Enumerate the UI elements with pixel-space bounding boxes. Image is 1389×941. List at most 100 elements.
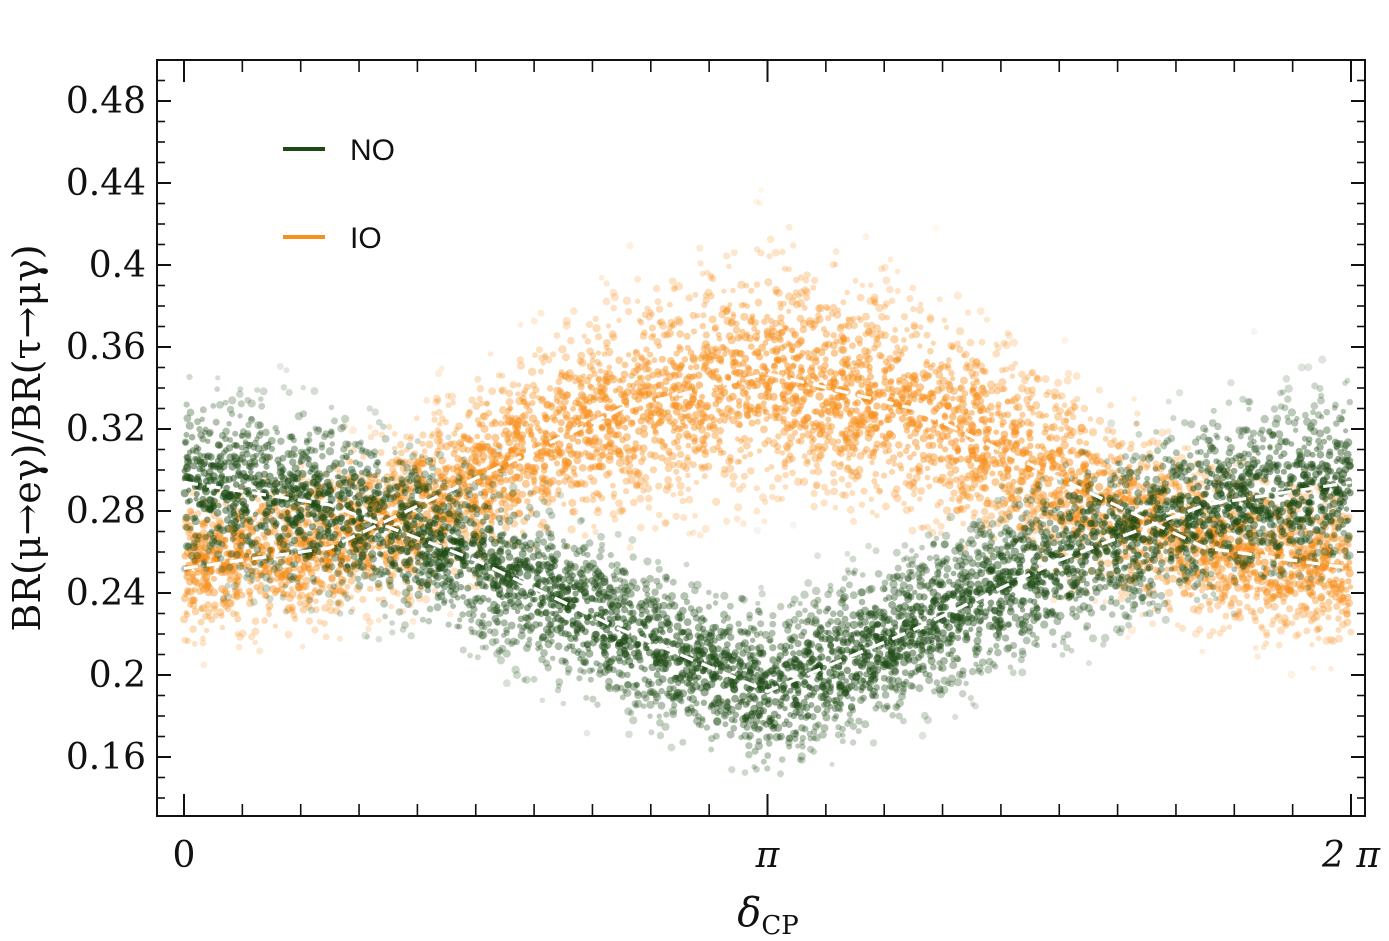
scatter-point-io [782, 484, 789, 490]
scatter-point-io [670, 371, 676, 377]
scatter-point-io [971, 467, 980, 476]
scatter-point-io [203, 577, 210, 583]
scatter-point-io [1018, 437, 1025, 444]
scatter-point-io [492, 473, 499, 480]
scatter-point-io [721, 288, 727, 294]
scatter-point-io [577, 382, 585, 391]
scatter-point-io [619, 416, 627, 424]
scatter-point-io [727, 336, 736, 345]
scatter-point-io [537, 368, 544, 375]
scatter-point-io [917, 496, 923, 502]
scatter-point-io [257, 507, 264, 514]
scatter-point-io [881, 331, 889, 340]
scatter-point-io [758, 187, 765, 193]
scatter-point-io [455, 422, 464, 430]
scatter-point-io [1341, 517, 1348, 525]
scatter-point-io [958, 395, 967, 403]
scatter-point-io [491, 418, 498, 424]
scatter-point-io [556, 387, 564, 395]
scatter-point-io [222, 536, 229, 543]
scatter-point-io [978, 384, 987, 393]
scatter-point-io [970, 475, 977, 481]
scatter-point-io [1222, 583, 1231, 592]
scatter-point-io [1205, 597, 1214, 606]
scatter-point-io [898, 465, 905, 472]
scatter-point-io [949, 496, 955, 502]
scatter-point-io [816, 303, 825, 313]
scatter-point-io [859, 282, 866, 288]
scatter-point-io [681, 356, 689, 363]
scatter-point-io [608, 330, 617, 339]
scatter-point-io [830, 349, 839, 357]
scatter-point-io [813, 376, 820, 383]
scatter-point-io [1032, 528, 1039, 535]
scatter-point-io [882, 433, 891, 442]
scatter-point-io [562, 317, 571, 326]
scatter-point-io [554, 445, 561, 452]
scatter-point-io [1129, 477, 1138, 486]
scatter-point-io [1276, 588, 1282, 594]
scatter-point-io [285, 566, 293, 574]
scatter-point-io [804, 458, 811, 465]
scatter-point-io [951, 443, 960, 452]
scatter-point-io [870, 293, 879, 302]
scatter-point-io [1184, 582, 1192, 591]
scatter-point-io [1259, 625, 1266, 632]
scatter-point-io [768, 331, 775, 339]
scatter-point-io [829, 261, 837, 269]
scatter-point-io [910, 321, 919, 330]
scatter-point-io [316, 618, 323, 625]
scatter-point-io [926, 313, 934, 322]
scatter-point-io [825, 315, 832, 322]
scatter-point-io [692, 291, 699, 298]
scatter-point-io [847, 468, 854, 474]
scatter-point-io [919, 434, 928, 443]
scatter-point-io [906, 295, 914, 303]
scatter-point-io [252, 639, 258, 646]
scatter-point-io [638, 319, 645, 326]
scatter-point-io [708, 315, 717, 324]
scatter-point-io [830, 487, 839, 496]
scatter-point-io [555, 479, 562, 486]
scatter-point-io [1144, 462, 1151, 469]
scatter-point-io [929, 441, 937, 449]
scatter-point-io [675, 475, 682, 483]
scatter-point-io [1058, 426, 1065, 432]
scatter-point-io [701, 525, 710, 533]
scatter-point-io [375, 617, 382, 624]
scatter-point-io [925, 442, 933, 450]
scatter-point-io [769, 493, 776, 501]
scatter-point-io [1284, 579, 1291, 587]
scatter-point-io [1308, 592, 1316, 600]
scatter-point-io [760, 425, 768, 434]
scatter-point-io [675, 444, 682, 451]
scatter-point-io [886, 430, 894, 438]
scatter-point-io [1325, 598, 1333, 606]
scatter-point-io [382, 550, 391, 559]
scatter-point-io [648, 324, 657, 332]
scatter-point-io [643, 361, 649, 368]
scatter-point-io [1227, 602, 1235, 610]
scatter-point-io [719, 412, 726, 419]
scatter-point-io [926, 434, 932, 440]
scatter-point-io [972, 392, 981, 401]
scatter-point-io [838, 430, 846, 438]
scatter-point-io [604, 378, 612, 386]
scatter-point-io [582, 449, 589, 456]
scatter-point-io [1257, 606, 1265, 615]
scatter-point-io [1026, 405, 1034, 412]
scatter-point-io [265, 601, 274, 610]
scatter-point-io [649, 311, 655, 318]
scatter-point-io [888, 408, 894, 414]
scatter-point-io [1334, 542, 1342, 550]
scatter-point-io [1004, 411, 1012, 419]
scatter-point-io [920, 456, 927, 464]
scatter-point-io [210, 601, 219, 610]
scatter-point-io [862, 312, 870, 321]
scatter-point-io [1101, 469, 1108, 477]
scatter-point-io [959, 436, 966, 443]
scatter-point-io [405, 592, 414, 600]
scatter-point-io [835, 462, 844, 471]
scatter-point-io [785, 340, 792, 347]
scatter-point-io [728, 392, 737, 401]
